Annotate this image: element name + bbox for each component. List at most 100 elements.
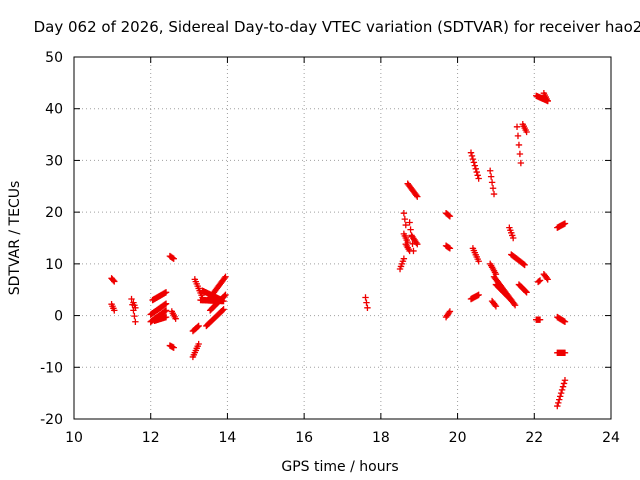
data-point bbox=[132, 304, 139, 312]
data-point bbox=[414, 193, 421, 200]
data-point bbox=[487, 173, 495, 180]
y-tick-label: 20 bbox=[45, 205, 63, 221]
x-tick-label: 22 bbox=[525, 430, 543, 446]
data-point bbox=[514, 132, 522, 140]
data-point bbox=[554, 402, 561, 410]
data-point bbox=[162, 289, 170, 296]
data-point bbox=[111, 307, 118, 314]
data-point bbox=[557, 389, 565, 397]
data-point bbox=[194, 323, 201, 330]
data-point bbox=[407, 226, 414, 233]
data-point bbox=[517, 159, 525, 167]
y-tick-label: -10 bbox=[40, 360, 63, 376]
data-point bbox=[410, 247, 417, 255]
data-point bbox=[555, 399, 562, 407]
data-point bbox=[556, 393, 564, 400]
data-point bbox=[523, 289, 530, 296]
data-point bbox=[161, 301, 169, 308]
axis-ticks bbox=[73, 56, 612, 420]
data-point bbox=[111, 278, 118, 285]
data-point bbox=[162, 313, 170, 321]
data-point bbox=[509, 234, 517, 242]
data-point bbox=[475, 291, 482, 299]
y-tick-label: 40 bbox=[45, 102, 63, 118]
data-point bbox=[222, 273, 229, 280]
data-point bbox=[536, 316, 544, 323]
data-point bbox=[446, 308, 454, 315]
data-point bbox=[170, 255, 177, 262]
data-point bbox=[488, 179, 496, 186]
chart-title: Day 062 of 2026, Sidereal Day-to-day VTE… bbox=[34, 18, 640, 36]
data-point bbox=[513, 123, 521, 131]
data-point bbox=[558, 386, 566, 394]
data-point bbox=[413, 239, 420, 246]
data-point bbox=[162, 307, 170, 314]
data-point bbox=[468, 152, 476, 160]
data-point bbox=[132, 318, 139, 325]
data-point bbox=[470, 159, 478, 166]
data-point bbox=[172, 315, 179, 322]
data-point bbox=[221, 274, 228, 282]
x-tick-label: 18 bbox=[372, 430, 390, 446]
data-point bbox=[492, 303, 500, 310]
data-point bbox=[474, 172, 481, 179]
data-points bbox=[108, 90, 569, 410]
data-point bbox=[195, 340, 202, 348]
x-tick-labels: 10 12 14 16 18 20 22 24 bbox=[65, 430, 620, 446]
data-point bbox=[110, 277, 117, 284]
data-point bbox=[521, 261, 528, 269]
data-point bbox=[522, 288, 529, 295]
x-tick-label: 12 bbox=[142, 430, 160, 446]
data-point bbox=[401, 215, 409, 223]
data-point bbox=[195, 322, 202, 330]
data-point bbox=[475, 258, 482, 265]
x-axis-label: GPS time / hours bbox=[281, 459, 398, 475]
data-point bbox=[510, 300, 518, 308]
data-point bbox=[556, 396, 563, 403]
data-point bbox=[445, 212, 453, 219]
data-point bbox=[508, 296, 515, 304]
data-point bbox=[536, 277, 544, 284]
data-point bbox=[364, 304, 371, 312]
data-point bbox=[544, 276, 551, 283]
data-point bbox=[446, 245, 454, 252]
data-point bbox=[128, 295, 135, 303]
data-point bbox=[469, 155, 477, 163]
x-tick-label: 16 bbox=[295, 430, 313, 446]
data-point bbox=[363, 299, 370, 306]
x-tick-label: 14 bbox=[219, 430, 237, 446]
data-point bbox=[535, 277, 543, 285]
data-point bbox=[511, 302, 519, 309]
data-point bbox=[491, 301, 499, 309]
y-tick-label: 30 bbox=[45, 153, 63, 169]
x-tick-label: 24 bbox=[602, 430, 620, 446]
data-point bbox=[131, 312, 138, 320]
y-tick-label: 0 bbox=[54, 309, 63, 325]
data-point bbox=[162, 300, 170, 307]
data-point bbox=[413, 192, 420, 199]
data-point bbox=[516, 150, 524, 158]
data-point bbox=[523, 128, 530, 136]
y-tick-label: 10 bbox=[45, 257, 63, 273]
plot-frame bbox=[73, 56, 612, 420]
data-point bbox=[561, 349, 569, 357]
x-tick-label: 20 bbox=[449, 430, 467, 446]
data-point bbox=[507, 295, 514, 303]
data-point bbox=[467, 149, 475, 156]
data-point bbox=[362, 294, 369, 301]
data-point bbox=[471, 162, 479, 169]
data-point bbox=[400, 255, 408, 262]
data-point bbox=[561, 377, 569, 384]
data-point bbox=[561, 318, 569, 325]
data-point bbox=[406, 219, 413, 226]
data-point bbox=[489, 185, 497, 192]
y-axis-label: SDTVAR / TECUs bbox=[7, 181, 23, 296]
data-point bbox=[222, 291, 229, 299]
data-point bbox=[446, 213, 454, 220]
data-point bbox=[473, 168, 480, 176]
data-point bbox=[515, 141, 523, 149]
y-tick-label: -20 bbox=[40, 412, 63, 428]
data-point bbox=[490, 190, 498, 198]
data-point bbox=[402, 221, 409, 229]
